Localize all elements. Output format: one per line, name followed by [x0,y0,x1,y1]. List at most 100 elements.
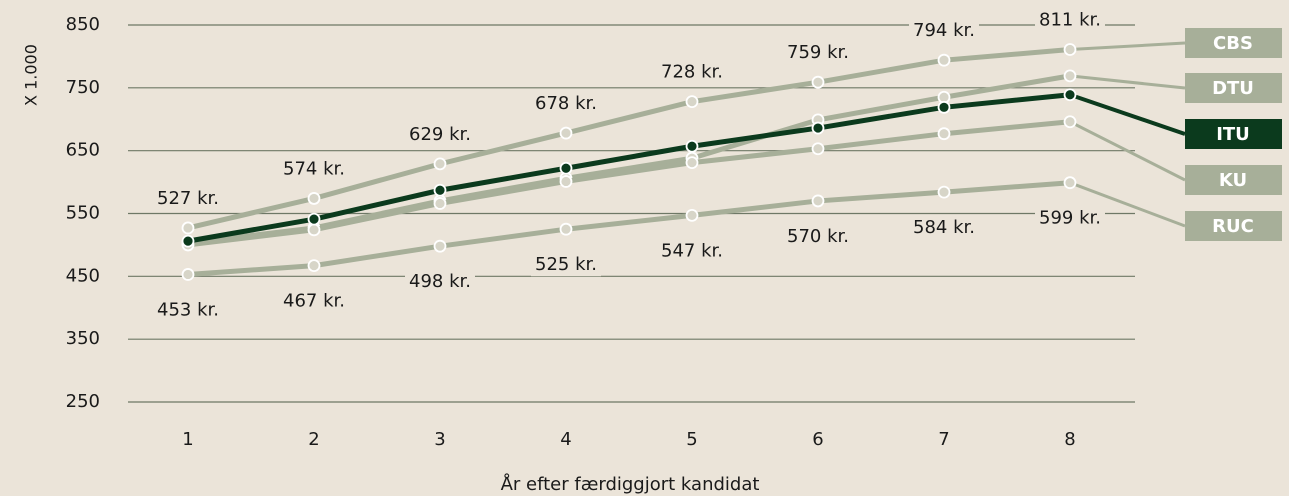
data-point [181,234,195,248]
value-label: 811 kr. [1039,10,1101,31]
data-point [433,239,447,253]
data-point [559,161,573,175]
x-tick-label: 6 [812,429,823,450]
data-point [685,156,699,170]
value-labels: 527 kr. 574 kr. 629 kr. 678 kr. 728 kr. 759 k… [153,8,1105,322]
legend-connector [1069,41,1186,52]
y-tick-label: 750 [66,77,100,98]
value-label: 599 kr. [1039,208,1101,229]
value-label: 584 kr. [913,217,975,238]
y-tick-label: 850 [66,14,100,35]
legend-box [1185,73,1282,103]
y-axis-title: X 1.000 [22,44,41,106]
legend-connector [1069,92,1186,136]
y-tick-label: 650 [66,140,100,161]
data-point [307,212,321,226]
legend-label: KU [1219,170,1247,191]
data-point [937,100,951,114]
data-point [811,194,825,208]
value-label: 759 kr. [787,42,849,63]
legend-box [1185,119,1282,149]
x-tick-label: 7 [938,429,949,450]
data-point [937,127,951,141]
data-point [559,126,573,140]
value-label-bg [909,216,979,240]
y-tick-label: 350 [66,328,100,349]
data-point [307,259,321,273]
x-tick-label: 1 [182,429,193,450]
value-label-bg [531,92,601,116]
y-tick-label: 250 [66,391,100,412]
value-label: 794 kr. [913,20,975,41]
data-point [685,95,699,109]
legend-label: CBS [1213,33,1253,54]
value-label-bg [657,60,727,84]
value-label: 525 kr. [535,254,597,275]
y-tick-label: 450 [66,265,100,286]
data-point [1063,115,1077,129]
legend-box [1185,165,1282,195]
x-axis-title: År efter færdiggjort kandidat [501,473,760,495]
data-point [181,268,195,281]
x-tick-label: 2 [308,429,319,450]
data-point [433,157,447,171]
value-label: 570 kr. [787,226,849,247]
legend-connector [1069,74,1186,90]
x-tick-label: 8 [1064,429,1075,450]
value-label-bg [909,19,979,43]
data-point [1063,69,1077,83]
series-line [187,119,1071,248]
legend-box [1185,28,1282,58]
data-point [811,142,825,156]
series-line [187,180,1071,277]
value-label: 498 kr. [409,271,471,292]
value-label-bg [657,239,727,263]
value-label-bg [405,270,475,294]
legend-box [1185,211,1282,241]
value-label-bg [783,224,853,248]
data-point [559,222,573,236]
data-point [433,183,447,197]
value-label: 547 kr. [661,240,723,261]
data-point [433,197,447,210]
legend-label: RUC [1212,216,1254,237]
legend-connector [1069,120,1186,182]
data-point [811,75,825,89]
value-label: 527 kr. [157,188,219,209]
x-tick-label: 4 [560,429,571,450]
data-point [937,53,951,67]
data-point [811,121,825,135]
x-tick-label: 3 [434,429,445,450]
data-point [685,208,699,222]
series-line [187,47,1071,231]
legend-label: ITU [1216,124,1250,145]
value-label: 574 kr. [283,158,345,179]
value-label-bg [279,289,349,313]
data-point [1063,43,1077,56]
series-line [187,92,1071,244]
value-label-bg [405,122,475,146]
value-label: 467 kr. [283,291,345,312]
value-label: 728 kr. [661,62,723,83]
value-label: 629 kr. [409,124,471,145]
value-label: 453 kr. [157,299,219,320]
legend-label: DTU [1212,78,1254,99]
data-point [685,139,699,153]
data-point [559,175,573,188]
value-label: 678 kr. [535,93,597,114]
data-point [1063,176,1077,190]
value-label-bg [1035,8,1105,32]
value-label-bg [531,253,601,277]
legend-connector [1069,181,1186,228]
value-label-bg [1035,206,1105,230]
value-label-bg [153,298,223,322]
value-label-bg [783,41,853,65]
value-label-bg [153,186,223,210]
y-tick-label: 550 [66,203,100,224]
data-point [307,192,321,205]
data-point [1063,88,1077,102]
data-point [937,185,951,199]
value-label-bg [279,157,349,181]
